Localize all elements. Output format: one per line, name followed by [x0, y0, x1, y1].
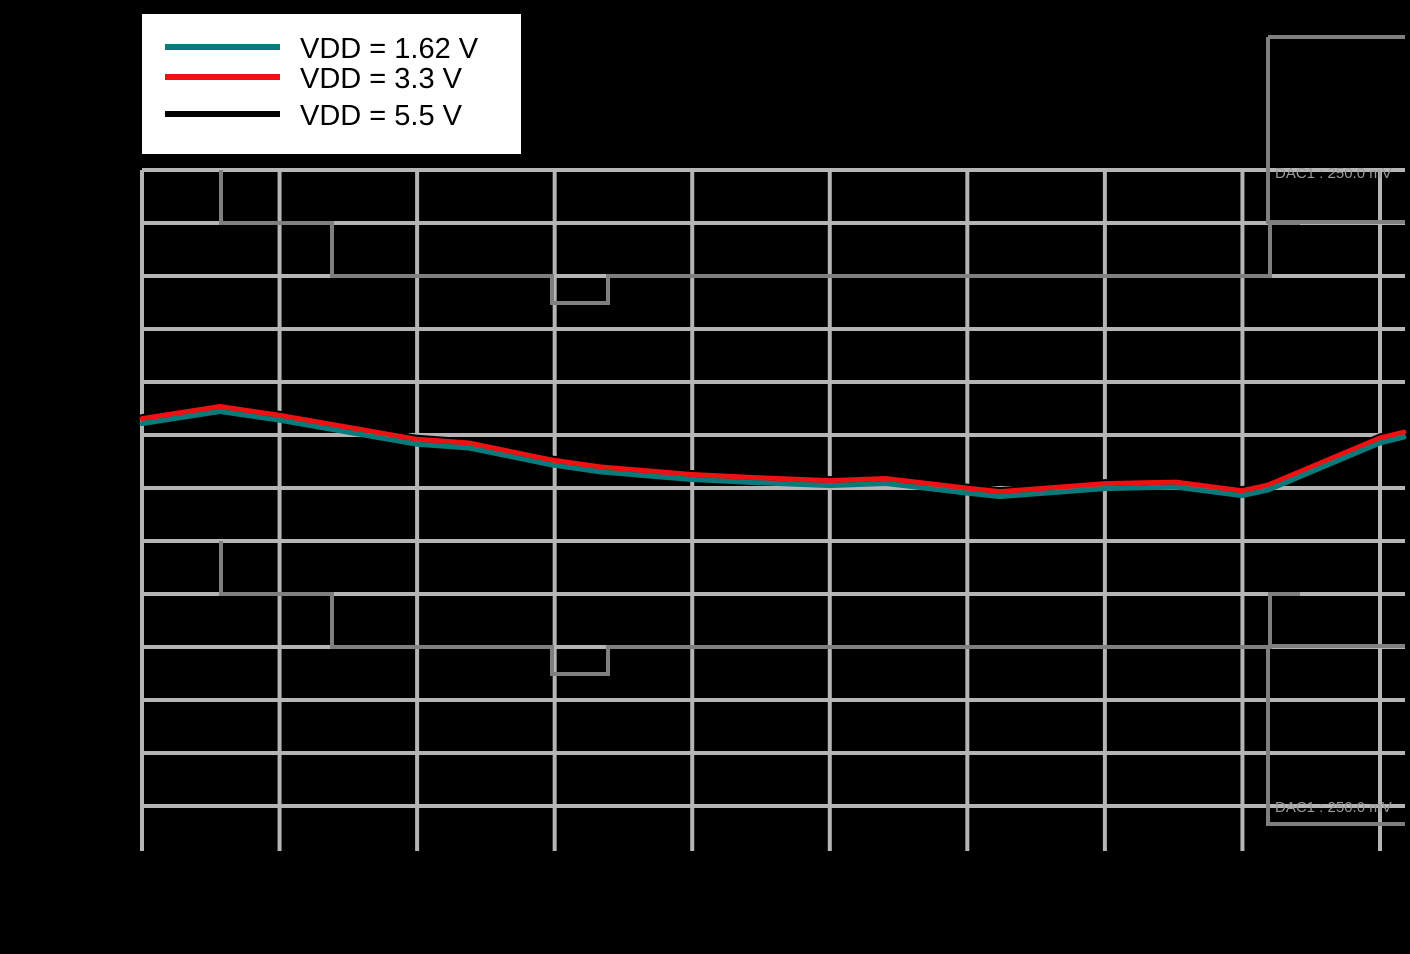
svg-text:VDD = 5.5 V: VDD = 5.5 V	[300, 100, 463, 132]
svg-text:VDD = 3.3 V: VDD = 3.3 V	[300, 63, 463, 95]
svg-text:VDD = 1.62 V: VDD = 1.62 V	[300, 33, 479, 65]
svg-text:DAC1 : 250.0 mV: DAC1 : 250.0 mV	[1275, 799, 1392, 816]
svg-text:DAC1 : 250.0 mV: DAC1 : 250.0 mV	[1275, 165, 1392, 182]
